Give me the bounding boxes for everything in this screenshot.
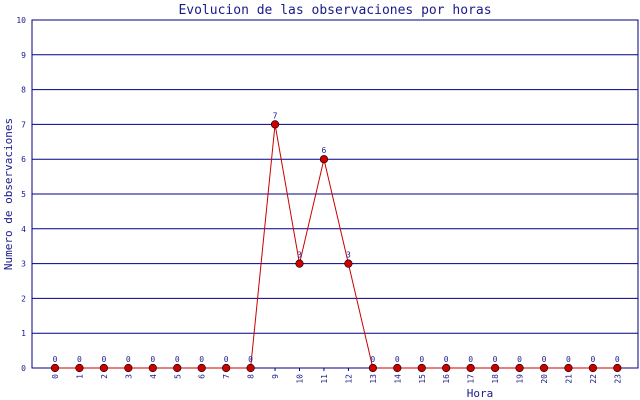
data-label: 0 [493, 355, 498, 364]
data-point [319, 155, 329, 164]
data-label: 0 [542, 355, 547, 364]
data-point [173, 363, 182, 373]
data-label: 0 [126, 355, 131, 364]
data-point [99, 363, 108, 373]
data-point [515, 363, 524, 373]
data-point [466, 363, 475, 373]
data-point [124, 363, 133, 373]
data-label: 0 [370, 355, 375, 364]
x-tick-label: 19 [516, 374, 525, 384]
y-tick-label: 8 [21, 86, 26, 95]
data-label: 0 [248, 355, 253, 364]
x-tick-label: 2 [100, 374, 109, 379]
chart-title: Evolucion de las observaciones por horas [178, 3, 491, 18]
series [50, 120, 622, 373]
x-tick-label: 16 [442, 374, 451, 384]
y-tick-label: 7 [21, 120, 26, 129]
data-label: 7 [273, 111, 278, 120]
x-tick-label: 3 [124, 374, 133, 379]
y-axis-label: Numero de observaciones [2, 118, 15, 270]
data-point [564, 363, 573, 373]
x-tick-label: 20 [540, 374, 549, 384]
data-point [368, 363, 377, 373]
data-point [491, 363, 500, 373]
x-tick-label: 7 [222, 374, 231, 379]
x-tick-label: 15 [418, 374, 427, 384]
y-tick-label: 10 [16, 16, 26, 25]
x-tick-label: 0 [51, 374, 60, 379]
y-tick-label: 3 [21, 260, 26, 269]
y-ticks: 0 1 2 3 4 5 6 7 8 9 10 [16, 16, 26, 373]
data-point [148, 363, 157, 373]
data-point [588, 363, 598, 373]
data-label: 0 [444, 355, 449, 364]
data-label: 0 [468, 355, 473, 364]
data-point [295, 259, 304, 268]
data-label: 0 [590, 355, 595, 364]
x-tick-label: 21 [564, 374, 573, 384]
data-point [50, 363, 60, 373]
data-labels: 0 0 0 0 0 0 0 0 0 7 3 6 3 0 0 0 0 0 0 0 0 0 0 0 [53, 111, 620, 364]
x-tick-label: 17 [467, 374, 476, 384]
y-tick-label: 9 [21, 51, 26, 60]
data-label: 0 [615, 355, 620, 364]
data-point [197, 363, 206, 373]
data-label: 0 [199, 355, 204, 364]
data-label: 0 [224, 355, 229, 364]
data-label: 0 [395, 355, 400, 364]
x-tick-label: 13 [369, 374, 378, 384]
series-line [55, 124, 618, 369]
x-tick-label: 22 [589, 374, 598, 384]
y-tick-label: 4 [21, 225, 26, 234]
x-tick-label: 10 [296, 374, 305, 384]
data-label: 0 [150, 355, 155, 364]
x-tick-label: 14 [393, 374, 402, 384]
x-tick-label: 4 [149, 374, 158, 379]
x-tick-label: 23 [613, 374, 622, 384]
data-point [344, 259, 353, 268]
data-point [417, 363, 426, 373]
x-ticks: 0 1 2 3 4 5 6 7 8 9 10 11 12 13 14 15 16 17 18 19 20 21 22 23 [51, 368, 622, 384]
data-label: 0 [53, 355, 58, 364]
data-label: 0 [175, 355, 180, 364]
y-tick-label: 5 [21, 190, 26, 199]
data-label: 0 [517, 355, 522, 364]
data-point [75, 363, 84, 373]
data-label: 0 [419, 355, 424, 364]
data-label: 3 [297, 251, 302, 260]
data-point [246, 363, 255, 373]
x-tick-label: 6 [198, 374, 207, 379]
y-tick-label: 2 [21, 294, 26, 303]
data-point [393, 363, 402, 373]
data-label: 3 [346, 251, 351, 260]
data-point [539, 363, 549, 373]
x-tick-label: 1 [75, 374, 84, 379]
data-label: 0 [77, 355, 82, 364]
x-tick-label: 9 [271, 374, 280, 379]
x-axis-label: Hora [467, 387, 494, 400]
data-point [270, 120, 280, 129]
data-point [442, 363, 451, 373]
y-tick-label: 0 [21, 364, 26, 373]
y-tick-label: 6 [21, 155, 26, 164]
x-tick-label: 12 [344, 374, 353, 384]
data-label: 0 [101, 355, 106, 364]
y-tick-label: 1 [21, 329, 26, 338]
data-point [222, 363, 231, 373]
grid [31, 19, 639, 369]
data-label: 6 [322, 146, 327, 155]
data-point [613, 363, 622, 373]
x-tick-label: 11 [320, 374, 329, 384]
data-label: 0 [566, 355, 571, 364]
x-tick-label: 18 [491, 374, 500, 384]
x-tick-label: 8 [247, 374, 256, 379]
x-tick-label: 5 [173, 374, 182, 379]
